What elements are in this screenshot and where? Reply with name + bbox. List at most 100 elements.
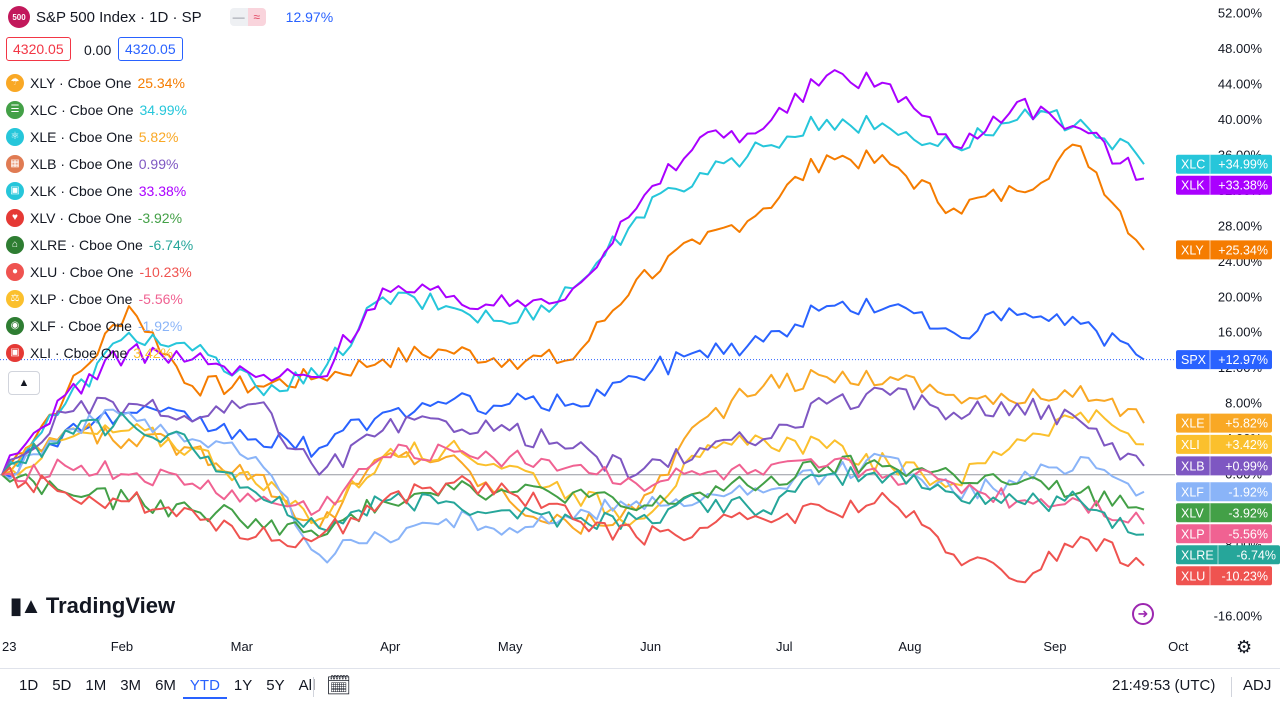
range-button-3m[interactable]: 3M: [120, 677, 142, 694]
legend-item-xlu[interactable]: ● XLU · Cboe One -10.23%: [6, 258, 193, 285]
legend: ☂ XLY · Cboe One 25.34% ☰ XLC · Cboe One 34.9…: [6, 69, 193, 366]
end-label-value: -1.92%: [1228, 485, 1268, 499]
lightning-icon[interactable]: ➜: [1132, 603, 1154, 625]
end-label-box: [1176, 175, 1272, 195]
x-tick-label: 23: [2, 639, 16, 654]
range-button-ytd[interactable]: YTD: [182, 677, 227, 699]
brand-text: TradingView: [45, 593, 176, 618]
range-button-all[interactable]: All: [298, 677, 316, 694]
legend-value: 34.99%: [139, 101, 187, 118]
calendar-range-icon[interactable]: 🗓: [326, 675, 352, 697]
end-label-xli: XLI +3.42%: [1176, 434, 1272, 454]
compare-icon[interactable]: ≈: [247, 8, 266, 26]
utc-clock[interactable]: 21:49:53 (UTC): [1112, 677, 1216, 694]
legend-value: 0.99%: [138, 155, 179, 172]
legend-value: 5.82%: [138, 128, 179, 145]
end-label-xlre: XLRE -6.74%: [1176, 545, 1280, 565]
price-chart[interactable]: 52.00%48.00%44.00%40.00%36.00%32.00%28.0…: [0, 0, 1280, 668]
legend-label: XLK · Cboe One: [30, 182, 133, 199]
legend-value: -3.92%: [137, 209, 183, 226]
legend-item-xlk[interactable]: ▣ XLK · Cboe One 33.38%: [6, 177, 193, 204]
x-tick-label: Jul: [776, 639, 793, 654]
gear-icon[interactable]: ⚙: [1236, 637, 1253, 657]
legend-value: -10.23%: [139, 263, 192, 280]
legend-item-xlc[interactable]: ☰ XLC · Cboe One 34.99%: [6, 96, 193, 123]
communication-icon: ☰: [6, 100, 24, 119]
bid-price-box[interactable]: 4320.05: [6, 37, 71, 61]
end-label-box: [1176, 413, 1272, 433]
range-button-5d[interactable]: 5D: [52, 677, 72, 694]
legend-item-xlv[interactable]: ♥ XLV · Cboe One -3.92%: [6, 204, 193, 231]
end-label-name: XLC: [1181, 158, 1205, 172]
legend-value: 33.38%: [138, 182, 187, 199]
y-tick-label: -16.00%: [1214, 609, 1263, 624]
symbol-title[interactable]: S&P 500 Index · 1D · SP: [36, 8, 202, 26]
cart-icon: ⚖: [6, 289, 24, 308]
end-label-name: XLE: [1181, 417, 1205, 431]
legend-item-xle[interactable]: ⚛ XLE · Cboe One 5.82%: [6, 123, 193, 150]
atom-icon: ⚛: [6, 127, 24, 146]
minus-icon[interactable]: —: [229, 8, 248, 26]
legend-item-xlre[interactable]: ⌂ XLRE · Cboe One -6.74%: [6, 231, 193, 258]
end-label-box: [1176, 154, 1272, 174]
range-button-1d[interactable]: 1D: [19, 677, 39, 694]
end-label-box: [1176, 456, 1272, 476]
compare-toggle[interactable]: — ≈: [229, 8, 266, 26]
end-label-name: XLP: [1181, 527, 1205, 541]
legend-label: XLV · Cboe One: [30, 209, 132, 226]
end-label-xlu: XLU -10.23%: [1176, 566, 1272, 586]
series-line-xlv: [1, 454, 1145, 538]
shopping-bag-icon: ☂: [6, 73, 24, 92]
end-label-xle: XLE +5.82%: [1176, 413, 1272, 433]
legend-item-xlf[interactable]: ◉ XLF · Cboe One -1.92%: [6, 312, 193, 339]
legend-value: 25.34%: [137, 74, 185, 91]
tradingview-logo[interactable]: ▮▲ TradingView: [10, 593, 175, 619]
house-icon: ⌂: [6, 235, 24, 254]
x-tick-label: Sep: [1043, 639, 1066, 654]
legend-item-xly[interactable]: ☂ XLY · Cboe One 25.34%: [6, 69, 193, 96]
heart-icon: ♥: [6, 208, 24, 227]
end-label-value: +25.34%: [1218, 243, 1268, 257]
y-tick-label: 8.00%: [1225, 396, 1262, 411]
range-button-1m[interactable]: 1M: [85, 677, 107, 694]
end-label-name: SPX: [1181, 353, 1207, 367]
divider: [313, 677, 314, 697]
range-button-1y[interactable]: 1Y: [233, 677, 253, 694]
range-button-6m[interactable]: 6M: [155, 677, 176, 694]
ask-price-box[interactable]: 4320.05: [118, 37, 183, 61]
legend-label: XLP · Cboe One: [30, 290, 133, 307]
end-label-xlp: XLP -5.56%: [1176, 524, 1272, 544]
materials-icon: ▦: [6, 154, 24, 173]
legend-item-xlp[interactable]: ⚖ XLP · Cboe One -5.56%: [6, 285, 193, 312]
series-line-xlu: [1, 466, 1145, 584]
divider: [1231, 677, 1232, 697]
adj-toggle[interactable]: ADJ: [1243, 677, 1272, 694]
end-label-box: [1176, 482, 1272, 502]
end-label-value: -3.92%: [1228, 506, 1268, 520]
legend-value: -1.92%: [137, 317, 183, 334]
end-label-value: -5.56%: [1228, 527, 1268, 541]
end-label-xlc: XLC +34.99%: [1176, 154, 1272, 174]
collapse-legend-button[interactable]: ▲: [8, 371, 40, 395]
end-label-box: [1176, 545, 1280, 565]
end-label-xlk: XLK +33.38%: [1176, 175, 1272, 195]
legend-item-xlb[interactable]: ▦ XLB · Cboe One 0.99%: [6, 150, 193, 177]
x-tick-label: Mar: [231, 639, 254, 654]
legend-label: XLC · Cboe One: [30, 101, 134, 118]
y-tick-label: 28.00%: [1218, 218, 1263, 233]
end-label-name: XLV: [1181, 506, 1204, 520]
series-line-xlb: [1, 386, 1145, 480]
end-label-xlb: XLB +0.99%: [1176, 456, 1272, 476]
end-label-name: XLF: [1181, 485, 1204, 499]
legend-value: -5.56%: [138, 290, 183, 307]
range-button-5y[interactable]: 5Y: [266, 677, 285, 694]
bottom-toolbar: 1D 5D 1M 3M 6M YTD 1Y 5Y All 🗓 21:49:53 (UTC) AD…: [0, 668, 1280, 708]
end-label-name: XLK: [1181, 179, 1205, 193]
legend-item-xli[interactable]: ▣ XLI · Cboe One 3.42%: [6, 339, 193, 366]
end-label-value: +3.42%: [1225, 438, 1268, 452]
end-label-xly: XLY +25.34%: [1176, 240, 1272, 260]
end-label-name: XLI: [1181, 438, 1200, 452]
end-label-box: [1176, 503, 1272, 523]
end-label-box: [1176, 434, 1272, 454]
symbol-logo[interactable]: 500: [8, 6, 30, 28]
